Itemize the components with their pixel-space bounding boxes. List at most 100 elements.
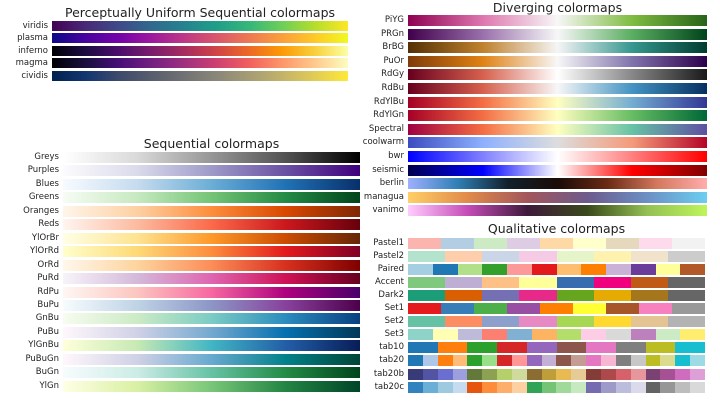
colormap-bar-RdBu <box>408 83 707 94</box>
color-swatch <box>556 368 572 380</box>
color-swatch <box>432 264 458 276</box>
color-swatch <box>556 277 594 289</box>
color-swatch <box>581 264 606 276</box>
colormap-row-Dark2: Dark2 <box>378 290 705 302</box>
panel-sequential: Sequential colormaps Greys Purples Blues Gre… <box>23 0 360 400</box>
colormap-label: PuRd <box>37 273 59 284</box>
colormap-label: tab20 <box>379 355 404 366</box>
colormap-label: Accent <box>375 277 404 288</box>
color-swatch <box>540 303 573 315</box>
colormap-label: coolwarm <box>362 137 404 148</box>
colormap-row-RdYlGn: RdYlGn <box>373 110 707 122</box>
color-swatch <box>507 264 532 276</box>
color-swatch <box>667 277 705 289</box>
color-swatch <box>541 368 557 380</box>
color-swatch <box>445 251 483 263</box>
color-swatch <box>457 329 483 341</box>
color-swatch <box>467 355 483 367</box>
colormap-row-Spectral: Spectral <box>369 123 707 135</box>
colormap-row-tab20b: tab20b <box>374 368 705 380</box>
colormap-row-YlOrBr: YlOrBr <box>32 232 360 244</box>
colormap-bar-magma <box>52 58 348 69</box>
color-swatch <box>655 329 681 341</box>
colormap-bar-Pastel1 <box>408 238 705 249</box>
color-swatch <box>615 368 631 380</box>
color-swatch <box>615 342 646 354</box>
colormap-row-Oranges: Oranges <box>23 205 360 217</box>
colormap-row-PRGn: PRGn <box>381 28 707 40</box>
color-swatch <box>507 303 540 315</box>
colormap-label: RdBu <box>381 83 404 93</box>
color-swatch <box>690 368 705 380</box>
colormap-bar-BuPu <box>63 299 360 311</box>
color-swatch <box>519 290 557 302</box>
colormap-bar-YlOrRd <box>63 246 360 258</box>
colormap-bar-PiYG <box>408 15 707 26</box>
color-swatch <box>497 355 512 367</box>
color-swatch <box>680 264 705 276</box>
colormap-bar-Set1 <box>408 303 705 315</box>
colormap-bar-RdYlBu <box>408 96 707 108</box>
colormap-row-Pastel2: Pastel2 <box>373 251 705 263</box>
colormap-row-viridis: viridis <box>23 21 348 31</box>
color-swatch <box>690 355 705 367</box>
color-swatch <box>556 381 572 393</box>
colormap-bar-YlGn <box>63 380 360 392</box>
color-swatch <box>526 368 542 380</box>
color-swatch <box>408 316 446 328</box>
colormap-label: Greens <box>28 192 59 203</box>
colormap-bar-coolwarm <box>408 137 707 149</box>
colormap-label: Greys <box>34 152 59 162</box>
colormap-bar-tab20c <box>408 381 705 393</box>
color-swatch <box>408 342 438 354</box>
colormap-label: vanimo <box>372 205 404 216</box>
colormap-label: PuBu <box>37 326 59 337</box>
color-swatch <box>639 238 672 249</box>
colormap-label: Set2 <box>384 316 404 327</box>
colormap-bar-cividis <box>52 70 348 81</box>
color-swatch <box>497 342 527 354</box>
colormap-label: BuGn <box>35 367 59 378</box>
color-swatch <box>660 381 676 393</box>
color-swatch <box>445 316 483 328</box>
color-swatch <box>556 329 582 341</box>
colormap-row-bwr: bwr <box>388 151 707 162</box>
color-swatch <box>680 329 705 341</box>
color-swatch <box>639 303 672 315</box>
color-swatch <box>667 316 705 328</box>
panel-diverging: Diverging colormaps PiYG PRGn BrBG PuOr RdGy R… <box>363 0 707 218</box>
color-swatch <box>482 251 520 263</box>
color-swatch <box>408 355 423 367</box>
colormap-bar-Greys <box>63 152 360 163</box>
colormap-label: PRGn <box>380 28 404 39</box>
colormap-row-OrRd: OrRd <box>38 259 360 271</box>
color-swatch <box>437 368 453 380</box>
colormap-row-Blues: Blues <box>36 178 360 190</box>
colormap-label: GnBu <box>35 313 59 324</box>
colormap-label: Paired <box>377 264 404 275</box>
colormap-label: berlin <box>379 178 404 189</box>
colormap-label: Oranges <box>23 205 59 216</box>
color-swatch <box>507 329 532 341</box>
color-swatch <box>519 251 557 263</box>
colormap-bar-RdYlGn <box>408 110 707 122</box>
panel-title: Qualitative colormaps <box>487 221 626 236</box>
colormap-bar-tab10 <box>408 342 706 354</box>
colormap-bar-viridis <box>52 21 348 31</box>
color-swatch <box>593 290 631 302</box>
color-swatch <box>408 264 433 276</box>
colormap-label: RdGy <box>381 69 404 80</box>
colormap-bar-Paired <box>408 264 705 276</box>
color-swatch <box>571 355 587 367</box>
colormap-row-YlGnBu: YlGnBu <box>28 340 360 352</box>
color-swatch <box>600 368 616 380</box>
colormap-row-YlOrRd: YlOrRd <box>30 246 360 258</box>
color-swatch <box>672 238 705 249</box>
color-swatch <box>437 342 468 354</box>
color-swatch <box>593 251 631 263</box>
colormap-row-BrBG: BrBG <box>382 42 707 54</box>
colormap-row-PuBuGn: PuBuGn <box>25 353 360 365</box>
color-swatch <box>441 303 474 315</box>
colormap-row-GnBu: GnBu <box>36 313 360 325</box>
color-swatch <box>408 251 446 263</box>
